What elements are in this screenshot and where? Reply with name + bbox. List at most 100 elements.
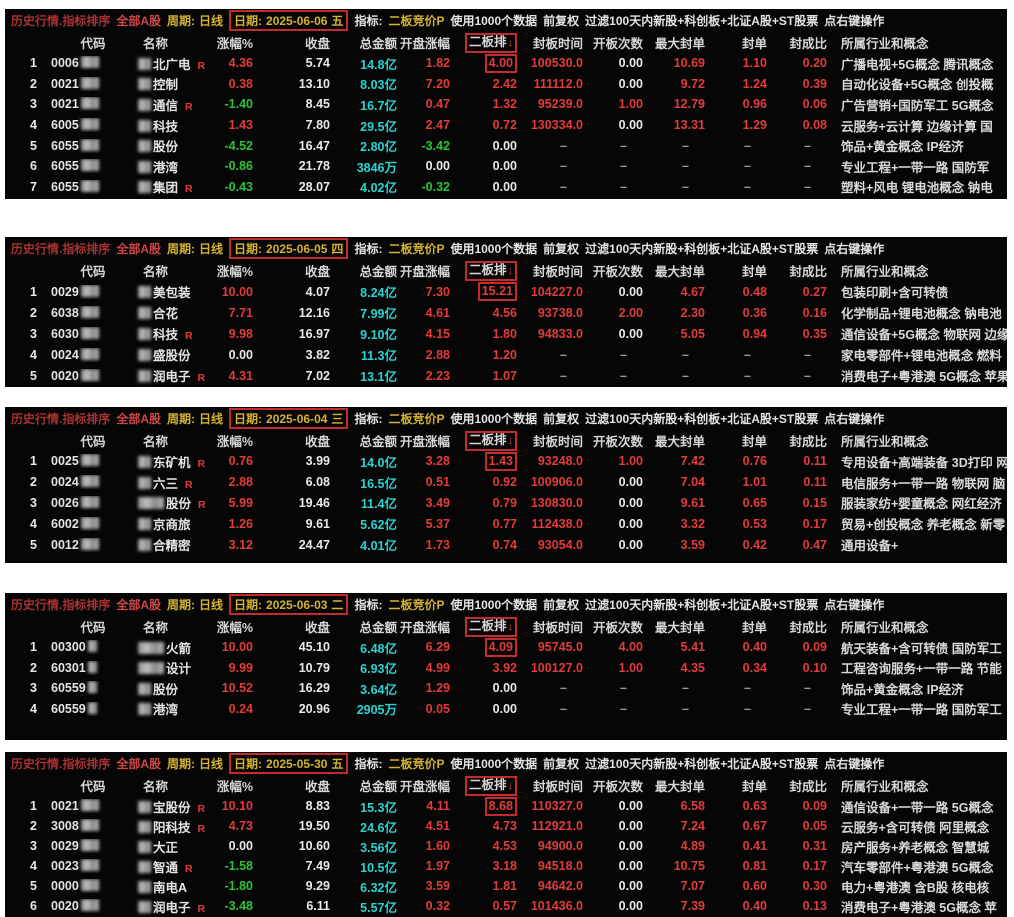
col-header-seal[interactable]: 封单 [707, 776, 769, 795]
col-header-seal[interactable]: 封单 [707, 261, 769, 280]
col-header-erban[interactable]: 二板排↓ [452, 260, 519, 281]
toolbar-period[interactable]: 周期: 日线 [167, 410, 223, 427]
table-row[interactable]: 3 6030 科技 R 9.98 16.97 9.10亿 4.15 1.80 94833.0 0.0… [5, 323, 1007, 344]
toolbar-fuquan[interactable]: 前复权 [543, 755, 579, 772]
col-header-seal_time[interactable]: 封板时间 [519, 431, 585, 450]
table-row[interactable]: 1 0025 东矿机 R 0.76 3.99 14.0亿 3.28 1.43 93248.0 1.0… [5, 451, 1007, 472]
table-row[interactable]: 2 6038 合花 7.71 12.16 7.99亿 4.61 4.56 93738.0 2.00… [5, 302, 1007, 323]
table-row[interactable]: 3 0021 通信 R -1.40 8.45 16.7亿 0.47 1.32 95239.0 1.0… [5, 94, 1007, 115]
col-header-amount[interactable]: 总金额 [332, 33, 399, 52]
table-row[interactable]: 3 0029 大正 0.00 10.60 3.56亿 1.60 4.53 94900.0 0.00… [5, 836, 1007, 856]
col-header-pct[interactable]: 涨幅% [211, 617, 255, 636]
col-header-code[interactable]: 代码 [43, 776, 135, 795]
toolbar-fuquan[interactable]: 前复权 [543, 596, 579, 613]
col-header-name[interactable]: 名称 [135, 617, 211, 636]
col-header-name[interactable]: 名称 [135, 776, 211, 795]
col-header-open_pct[interactable]: 开盘涨幅 [399, 617, 452, 636]
col-header-open_pct[interactable]: 开盘涨幅 [399, 776, 452, 795]
col-header-max_seal[interactable]: 最大封单 [645, 431, 707, 450]
col-header-pct[interactable]: 涨幅% [211, 776, 255, 795]
col-header-close[interactable]: 收盘 [255, 33, 332, 52]
col-header-erban[interactable]: 二板排↓ [452, 616, 519, 637]
table-row[interactable]: 5 0012 合精密 3.12 24.47 4.01亿 1.73 0.74 93054.0 0.0… [5, 534, 1007, 555]
col-header-amount[interactable]: 总金额 [332, 617, 399, 636]
toolbar-indicator-value[interactable]: 二板竞价P [388, 240, 444, 257]
toolbar-indicator-value[interactable]: 二板竞价P [388, 12, 444, 29]
col-header-max_seal[interactable]: 最大封单 [645, 617, 707, 636]
table-row[interactable]: 2 60301 设计 9.99 10.79 6.93亿 4.99 3.92 100127.0 1.… [5, 658, 1007, 679]
col-header-close[interactable]: 收盘 [255, 261, 332, 280]
table-row[interactable]: 1 0021 宝股份 R 10.10 8.83 15.3亿 4.11 8.68 110327.0 0… [5, 796, 1007, 816]
col-header-open_pct[interactable]: 开盘涨幅 [399, 261, 452, 280]
toolbar-date-box[interactable]: 日期: 2025-06-06 五 [229, 10, 349, 31]
col-header-max_seal[interactable]: 最大封单 [645, 261, 707, 280]
table-row[interactable]: 2 0024 六三 R 2.88 6.08 16.5亿 0.51 0.92 100906.0 0.0… [5, 472, 1007, 493]
col-header-amount[interactable]: 总金额 [332, 431, 399, 450]
col-header-open_pct[interactable]: 开盘涨幅 [399, 431, 452, 450]
col-header-seal_time[interactable]: 封板时间 [519, 617, 585, 636]
table-row[interactable]: 4 6002 京商旅 1.26 9.61 5.62亿 5.37 0.77 112438.0 0.0… [5, 513, 1007, 534]
col-header-pct[interactable]: 涨幅% [211, 33, 255, 52]
col-header-seal_ratio[interactable]: 封成比 [769, 776, 829, 795]
col-header-seal_time[interactable]: 封板时间 [519, 33, 585, 52]
table-row[interactable]: 6 6055 港湾 -0.86 21.78 3846万 0.00 0.00 – – – – – 专业工程+… [5, 156, 1007, 177]
col-header-max_seal[interactable]: 最大封单 [645, 776, 707, 795]
col-header-name[interactable]: 名称 [135, 261, 211, 280]
col-header-close[interactable]: 收盘 [255, 776, 332, 795]
col-header-erban[interactable]: 二板排↓ [452, 32, 519, 53]
table-row[interactable]: 1 0006 北广电 R 4.36 5.74 14.8亿 1.82 4.00 100530.0 0.… [5, 53, 1007, 74]
table-row[interactable]: 3 60559 股份 10.52 16.29 3.64亿 1.29 0.00 – – – – – 饰品+黄… [5, 678, 1007, 699]
table-row[interactable]: 5 0020 润电子 R 4.31 7.02 13.1亿 2.23 1.07 – – – – – 消费电子+… [5, 365, 1007, 386]
table-row[interactable]: 4 60559 港湾 0.24 20.96 2905万 0.05 0.00 – – – – – 专业工程+… [5, 699, 1007, 720]
col-header-code[interactable]: 代码 [43, 33, 135, 52]
col-header-seal_time[interactable]: 封板时间 [519, 776, 585, 795]
col-header-seal_ratio[interactable]: 封成比 [769, 261, 829, 280]
toolbar-indicator-value[interactable]: 二板竞价P [388, 410, 444, 427]
table-row[interactable]: 4 0023 智通 R -1.58 7.49 10.5亿 1.97 3.18 94518.0 0.0… [5, 856, 1007, 876]
toolbar-market[interactable]: 全部A股 [116, 12, 161, 29]
table-row[interactable]: 5 0000 南电A -1.80 9.29 6.32亿 3.59 1.81 94642.0 0.0… [5, 876, 1007, 896]
table-row[interactable]: 3 0026 股份 R 5.99 19.46 11.4亿 3.49 0.79 130830.0 0.… [5, 493, 1007, 514]
col-header-open_times[interactable]: 开板次数 [585, 617, 645, 636]
col-header-open_pct[interactable]: 开盘涨幅 [399, 33, 452, 52]
col-header-open_times[interactable]: 开板次数 [585, 261, 645, 280]
col-header-industry[interactable]: 所属行业和概念 [829, 261, 1007, 280]
toolbar-market[interactable]: 全部A股 [116, 755, 161, 772]
toolbar-period[interactable]: 周期: 日线 [167, 596, 223, 613]
table-row[interactable]: 1 00300 火箭 10.00 45.10 6.48亿 6.29 4.09 95745.0 4.… [5, 637, 1007, 658]
toolbar-date-box[interactable]: 日期: 2025-06-05 四 [229, 238, 349, 259]
col-header-erban[interactable]: 二板排↓ [452, 430, 519, 451]
col-header-code[interactable]: 代码 [43, 261, 135, 280]
col-header-amount[interactable]: 总金额 [332, 261, 399, 280]
col-header-industry[interactable]: 所属行业和概念 [829, 431, 1007, 450]
toolbar-date-box[interactable]: 日期: 2025-05-30 五 [229, 753, 349, 774]
toolbar-fuquan[interactable]: 前复权 [543, 410, 579, 427]
toolbar-fuquan[interactable]: 前复权 [543, 12, 579, 29]
col-header-open_times[interactable]: 开板次数 [585, 776, 645, 795]
col-header-close[interactable]: 收盘 [255, 617, 332, 636]
toolbar-period[interactable]: 周期: 日线 [167, 12, 223, 29]
table-row[interactable]: 1 0029 美包装 10.00 4.07 8.24亿 7.30 15.21 104227.0 0… [5, 281, 1007, 302]
col-header-amount[interactable]: 总金额 [332, 776, 399, 795]
table-row[interactable]: 6 0020 润电子 R -3.48 6.11 5.57亿 0.32 0.57 101436.0 0… [5, 896, 1007, 916]
col-header-code[interactable]: 代码 [43, 431, 135, 450]
toolbar-indicator-value[interactable]: 二板竞价P [388, 596, 444, 613]
toolbar-market[interactable]: 全部A股 [116, 596, 161, 613]
col-header-seal_ratio[interactable]: 封成比 [769, 431, 829, 450]
col-header-max_seal[interactable]: 最大封单 [645, 33, 707, 52]
col-header-seal[interactable]: 封单 [707, 33, 769, 52]
col-header-industry[interactable]: 所属行业和概念 [829, 776, 1007, 795]
col-header-seal[interactable]: 封单 [707, 431, 769, 450]
col-header-seal[interactable]: 封单 [707, 617, 769, 636]
col-header-erban[interactable]: 二板排↓ [452, 775, 519, 796]
toolbar-date-box[interactable]: 日期: 2025-06-04 三 [229, 408, 349, 429]
col-header-code[interactable]: 代码 [43, 617, 135, 636]
toolbar-date-box[interactable]: 日期: 2025-06-03 二 [229, 594, 349, 615]
table-row[interactable]: 4 6005 科技 1.43 7.80 29.5亿 2.47 0.72 130334.0 0.00… [5, 115, 1007, 136]
table-row[interactable]: 2 3008 阳科技 R 4.73 19.50 24.6亿 4.51 4.73 112921.0 0… [5, 816, 1007, 836]
toolbar-period[interactable]: 周期: 日线 [167, 240, 223, 257]
col-header-industry[interactable]: 所属行业和概念 [829, 33, 1007, 52]
toolbar-market[interactable]: 全部A股 [116, 410, 161, 427]
toolbar-market[interactable]: 全部A股 [116, 240, 161, 257]
toolbar-fuquan[interactable]: 前复权 [543, 240, 579, 257]
